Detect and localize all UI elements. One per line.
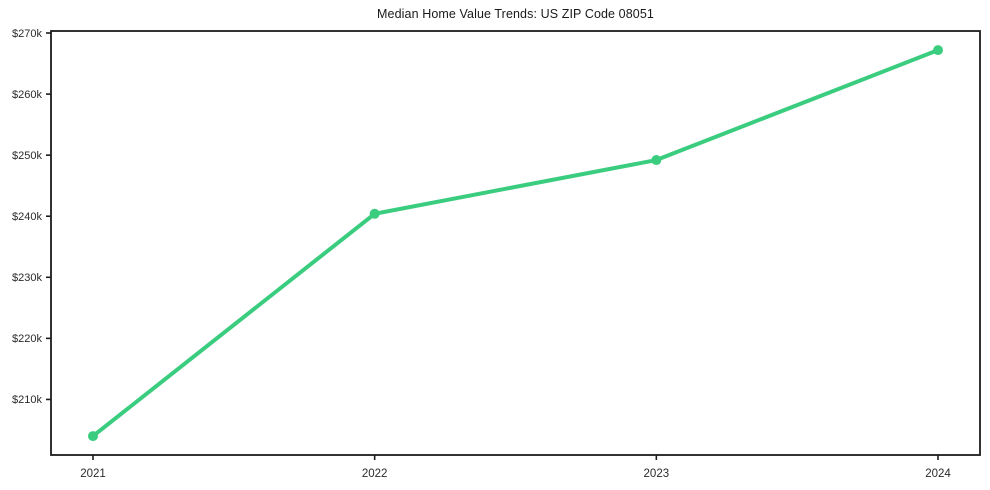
y-tick-label: $210k	[12, 394, 42, 406]
x-tick-label: 2024	[925, 468, 951, 480]
y-tick-label: $230k	[12, 272, 42, 284]
y-tick-label: $250k	[12, 150, 42, 162]
y-axis-ticks: $210k $220k $230k $240k $250k $260k $270k	[12, 28, 51, 406]
y-tick-label: $240k	[12, 211, 42, 223]
x-axis-ticks: 2021 2022 2023 2024	[80, 455, 951, 480]
data-point-marker	[933, 45, 943, 56]
data-point-marker	[369, 208, 380, 219]
data-point-marker	[651, 155, 662, 166]
x-tick-label: 2021	[80, 468, 106, 480]
axes-spines	[50, 30, 981, 456]
chart-title: Median Home Value Trends: US ZIP Code 08…	[377, 7, 654, 21]
y-tick-label: $260k	[12, 89, 42, 101]
trend-line	[91, 48, 940, 439]
x-tick-label: 2023	[644, 468, 670, 480]
trend-line-series	[88, 45, 943, 442]
y-tick-label: $220k	[12, 333, 42, 345]
x-tick-label: 2022	[362, 468, 388, 480]
data-point-marker	[88, 431, 98, 442]
y-tick-label: $270k	[12, 28, 42, 40]
